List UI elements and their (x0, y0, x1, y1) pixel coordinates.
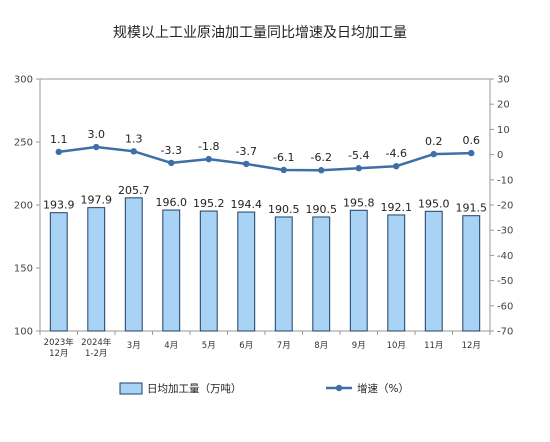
line-value-label: -4.6 (386, 147, 407, 160)
x-tick-label: 3月 (127, 341, 141, 351)
y-left-tick-label: 300 (14, 75, 33, 86)
line-value-label: -5.4 (348, 149, 369, 162)
line-value-label: 0.2 (425, 135, 443, 148)
line-point (93, 143, 100, 151)
line-point (393, 162, 400, 170)
bar (49, 212, 68, 332)
y-right-tick-label: 30 (497, 75, 510, 86)
line-point (318, 167, 325, 174)
x-tick-label: 7月 (277, 341, 291, 351)
bar (124, 197, 143, 332)
legend-bar-label: 日均加工量（万吨） (147, 382, 242, 395)
y-right-tick-label: -20 (497, 201, 513, 212)
bar-value-label: 191.5 (456, 202, 488, 215)
line-point (205, 155, 212, 163)
y-right-tick-label: 10 (497, 125, 510, 136)
x-tick-label: 12月 (49, 349, 68, 359)
legend-line-marker (335, 384, 343, 392)
line-value-label: -3.7 (236, 145, 257, 158)
y-right-tick-label: -60 (497, 301, 513, 312)
legend-line-label: 增速（%） (357, 382, 409, 395)
y-right-tick-label: 20 (497, 100, 510, 111)
y-left-tick-label: 200 (14, 201, 33, 212)
y-right-tick-label: 0 (497, 150, 503, 161)
y-right-tick-label: -40 (497, 251, 513, 262)
bar (237, 211, 256, 332)
line-point (355, 165, 362, 172)
x-tick-label: 1-2月 (85, 349, 107, 359)
line-value-label: 1.3 (125, 132, 143, 145)
line-point (280, 166, 287, 174)
y-right-tick-label: -70 (497, 327, 513, 338)
x-tick-label: 8月 (314, 341, 328, 351)
line-point (468, 149, 475, 157)
bar-value-label: 190.5 (306, 203, 338, 216)
line-value-label: 0.6 (463, 134, 481, 147)
bar-value-label: 195.2 (193, 197, 225, 210)
line-value-label: -6.1 (273, 151, 294, 164)
line-value-label: 3.0 (88, 128, 106, 141)
line-value-label: -1.8 (198, 140, 219, 153)
x-tick-label: 11月 (424, 341, 443, 351)
bar-value-label: 190.5 (268, 203, 300, 216)
bar (199, 210, 218, 332)
line-point (243, 160, 250, 168)
bar-value-label: 193.9 (43, 199, 75, 212)
y-left-tick-label: 100 (14, 327, 33, 338)
bar-value-label: 205.7 (118, 184, 150, 197)
x-tick-label: 5月 (202, 341, 216, 351)
bar (162, 209, 181, 332)
line-value-label: 1.1 (50, 133, 68, 146)
line-value-label: -3.3 (161, 144, 182, 157)
y-left-tick-label: 250 (14, 138, 33, 149)
bar-value-label: 192.1 (381, 201, 413, 214)
x-tick-label: 2024年 (81, 337, 112, 348)
y-right-tick-label: -50 (497, 276, 513, 287)
bar (462, 215, 481, 332)
line-point (430, 150, 437, 158)
bar-value-label: 196.0 (156, 196, 188, 209)
y-left-tick-label: 150 (14, 264, 33, 275)
x-tick-label: 12月 (462, 341, 481, 351)
x-tick-label: 10月 (387, 341, 406, 351)
bar (424, 210, 443, 332)
x-tick-label: 4月 (164, 341, 178, 351)
bar (274, 216, 293, 332)
bar-value-label: 195.0 (418, 197, 450, 210)
bar (312, 216, 331, 332)
bar (349, 209, 368, 332)
line-value-label: -6.2 (311, 151, 332, 164)
line-point (55, 148, 62, 156)
bar-value-label: 194.4 (231, 198, 263, 211)
bar (387, 214, 406, 332)
line-point (130, 148, 137, 155)
y-right-tick-label: -30 (497, 226, 513, 237)
legend: 日均加工量（万吨） 增速（%） (119, 382, 409, 395)
legend-bar-swatch (119, 382, 143, 395)
x-tick-label: 9月 (352, 341, 366, 351)
y-right-tick-label: -10 (497, 175, 513, 186)
bar-value-label: 195.8 (343, 196, 375, 209)
bar-value-label: 197.9 (81, 194, 113, 207)
bar (87, 207, 106, 332)
x-tick-label: 2023年 (44, 337, 75, 348)
line-point (168, 159, 175, 167)
chart-title: 规模以上工业原油加工量同比增速及日均加工量 (113, 25, 407, 41)
growth-line (58, 145, 472, 172)
x-tick-label: 6月 (239, 341, 253, 351)
